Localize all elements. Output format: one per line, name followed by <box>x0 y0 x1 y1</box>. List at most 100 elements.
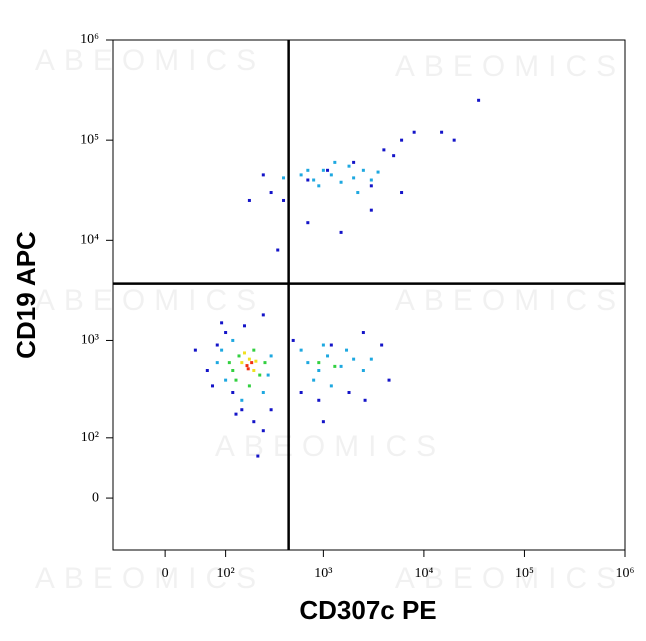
event-dot <box>333 364 337 368</box>
x-tick-label: 10⁶ <box>616 566 635 581</box>
event-dot <box>452 138 456 142</box>
event-dot <box>440 130 444 134</box>
event-dot <box>306 168 310 172</box>
y-tick-label: 10⁴ <box>80 233 99 248</box>
event-dot <box>250 361 254 365</box>
event-dot <box>306 178 310 182</box>
event-dot <box>339 230 343 234</box>
event-dot <box>240 398 244 402</box>
event-dot <box>321 168 325 172</box>
event-dot <box>333 160 337 164</box>
x-tick-label: 10² <box>217 566 235 581</box>
event-dot <box>282 198 286 202</box>
event-dot <box>256 454 260 458</box>
event-dot <box>306 361 310 365</box>
y-tick-label: 10³ <box>81 333 99 348</box>
event-dot <box>242 351 246 355</box>
event-dot <box>299 173 303 177</box>
plot-frame <box>112 39 626 551</box>
event-dot <box>269 354 273 358</box>
event-dot <box>369 178 373 182</box>
event-dot <box>299 391 303 395</box>
event-dot <box>215 343 219 347</box>
watermark: ABEOMICS <box>395 284 625 317</box>
event-dot <box>477 98 481 102</box>
event-dot <box>247 357 251 361</box>
event-dot <box>369 208 373 212</box>
event-dot <box>321 343 325 347</box>
event-dot <box>231 391 235 395</box>
event-dot <box>317 361 321 365</box>
event-dot <box>237 354 241 358</box>
event-dot <box>269 191 273 195</box>
event-dot <box>329 384 333 388</box>
event-dot <box>266 373 270 377</box>
watermark: ABEOMICS <box>395 562 625 595</box>
event-dot <box>312 178 316 182</box>
event-dot <box>317 398 321 402</box>
event-dot <box>339 364 343 368</box>
event-dot <box>356 191 360 195</box>
event-dot <box>306 221 310 225</box>
event-dot <box>312 378 316 382</box>
event-dot <box>347 391 351 395</box>
event-dot <box>242 324 246 328</box>
event-dot <box>400 191 404 195</box>
event-dot <box>352 357 356 361</box>
event-dot <box>245 364 249 368</box>
event-dot <box>261 313 265 317</box>
event-dot <box>345 348 349 352</box>
x-tick-label: 10³ <box>314 566 332 581</box>
event-dot <box>291 338 295 342</box>
event-dot <box>412 130 416 134</box>
event-dot <box>382 148 386 152</box>
event-dot <box>252 369 256 373</box>
x-tick-label: 0 <box>162 566 169 581</box>
event-dot <box>369 357 373 361</box>
x-tick-label: 10⁴ <box>414 566 433 581</box>
points <box>193 98 481 458</box>
event-dot <box>282 176 286 180</box>
y-tick-label: 0 <box>92 490 99 505</box>
event-dot <box>361 168 365 172</box>
event-dot <box>321 420 325 424</box>
event-dot <box>193 348 197 352</box>
event-dot <box>234 412 238 416</box>
event-dot <box>247 384 251 388</box>
event-dot <box>227 361 231 365</box>
event-dot <box>224 331 228 335</box>
event-dot <box>247 198 251 202</box>
event-dot <box>361 369 365 373</box>
event-dot <box>317 369 321 373</box>
y-axis-title: CD19 APC <box>11 231 41 359</box>
event-dot <box>211 384 215 388</box>
event-dot <box>317 184 321 188</box>
event-dot <box>326 354 330 358</box>
event-dot <box>369 184 373 188</box>
event-dot <box>376 170 380 174</box>
event-dot <box>299 348 303 352</box>
event-dot <box>276 248 280 252</box>
event-dot <box>240 361 244 365</box>
y-tick-label: 10² <box>81 430 99 445</box>
event-dot <box>347 164 351 168</box>
event-dot <box>240 408 244 412</box>
event-dot <box>231 369 235 373</box>
event-dot <box>231 338 235 342</box>
event-dot <box>234 378 238 382</box>
event-dot <box>220 321 224 325</box>
x-tick-label: 10⁵ <box>515 566 534 581</box>
event-dot <box>387 378 391 382</box>
y-tick-label: 10⁵ <box>80 132 99 147</box>
event-dot <box>246 367 250 371</box>
event-dot <box>252 348 256 352</box>
event-dot <box>261 429 265 433</box>
event-dot <box>215 361 219 365</box>
event-dot <box>326 168 330 172</box>
watermark: ABEOMICS <box>395 50 625 83</box>
event-dot <box>252 420 256 424</box>
event-dot <box>263 361 267 365</box>
watermark: ABEOMICS <box>35 284 265 317</box>
event-dot <box>380 343 384 347</box>
